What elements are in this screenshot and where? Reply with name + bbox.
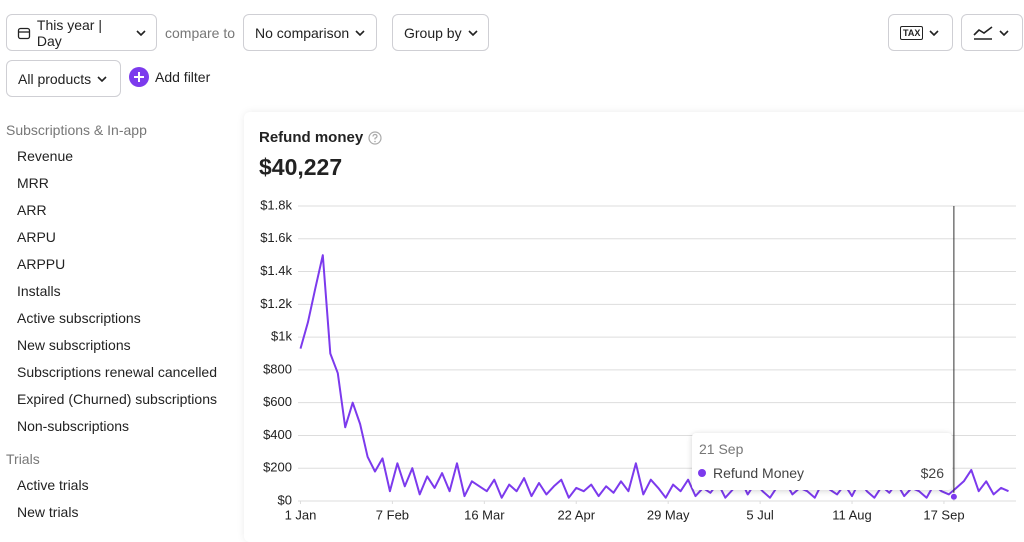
data-line — [299, 254, 1009, 499]
y-tick-label: $1.6k — [260, 230, 292, 245]
y-tick-label: $1.2k — [260, 296, 292, 311]
sidebar-item[interactable]: Non-subscriptions — [17, 418, 130, 434]
sidebar-item[interactable]: New subscriptions — [17, 337, 131, 353]
chart-total: $40,227 — [259, 154, 343, 180]
chart-title: Refund money — [259, 129, 364, 146]
y-tick-label: $600 — [263, 394, 292, 409]
y-tick-label: $200 — [263, 460, 292, 475]
x-tick-label: 1 Jan — [285, 507, 317, 522]
compare-label: compare to — [165, 25, 236, 41]
x-tick-label: 11 Aug — [832, 507, 872, 522]
page: This year | Day compare to No comparison… — [6, 14, 1023, 523]
sidebar-heading: Trials — [6, 451, 40, 467]
cursor-point — [949, 492, 958, 501]
x-tick-label: 29 May — [647, 507, 690, 522]
calendar-icon — [17, 27, 31, 39]
sidebar-item[interactable]: ARR — [17, 202, 47, 218]
group-by-button[interactable]: Group by — [392, 14, 489, 51]
chevron — [136, 29, 146, 36]
period-text: This year | Day — [36, 16, 102, 49]
sidebar-item[interactable]: Revenue — [17, 148, 74, 164]
y-tick-label: $1k — [271, 329, 292, 344]
y-tick-label: $1.8k — [260, 197, 292, 212]
add-filter-button[interactable]: Add filter — [129, 67, 210, 87]
chevron — [468, 29, 478, 36]
tooltip-dot — [698, 469, 706, 477]
sidebar-item[interactable]: Active subscriptions — [17, 310, 141, 326]
comparison-text: No comparison — [255, 24, 350, 41]
sidebar-item[interactable]: ARPU — [17, 229, 56, 245]
x-tick-label: 22 Apr — [557, 507, 595, 522]
x-tick-label: 16 Mar — [464, 507, 505, 522]
add-filter-text: Add filter — [155, 69, 211, 85]
sidebar-item[interactable]: Active trials — [17, 477, 89, 493]
chevron — [97, 75, 107, 82]
tooltip: 21 Sep Refund Money $26 — [692, 433, 952, 490]
plus-icon — [129, 67, 149, 87]
chevron — [929, 29, 939, 36]
comparison-button[interactable]: No comparison — [243, 14, 377, 51]
sidebar-item[interactable]: Subscriptions renewal cancelled — [17, 364, 217, 380]
sidebar-item[interactable]: Installs — [17, 283, 61, 299]
chart: $0 $200 $400 $600 $800 $1k $1.2k $1.4k $1.6k $1.8… — [260, 197, 1016, 522]
tooltip-value: $26 — [920, 465, 944, 481]
tax-icon: TAX — [900, 25, 924, 40]
help-icon — [368, 130, 382, 145]
tooltip-date: 21 Sep — [699, 441, 744, 457]
chart-title-row: Refund money — [259, 129, 382, 146]
chart-type-button[interactable] — [961, 14, 1023, 51]
y-tick-label: $800 — [263, 361, 292, 376]
x-tick-label: 17 Sep — [923, 507, 964, 522]
line-chart-icon — [973, 25, 993, 40]
y-tick-label: $400 — [263, 427, 292, 442]
sidebar-item[interactable]: MRR — [17, 175, 49, 191]
tax-button[interactable]: TAX — [888, 14, 953, 51]
y-tick-label: $1.4k — [260, 263, 292, 278]
sidebar-item[interactable]: Expired (Churned) subscriptions — [17, 391, 217, 407]
x-tick-label: 7 Feb — [376, 507, 409, 522]
products-button[interactable]: All products — [6, 60, 121, 97]
chevron — [355, 29, 365, 36]
sidebar-heading: Subscriptions & In-app — [6, 122, 147, 138]
group-by-text: Group by — [404, 24, 462, 41]
period-button[interactable]: This year | Day — [6, 14, 157, 51]
sidebar-item[interactable]: ARPPU — [17, 256, 66, 272]
y-tick-label: $0 — [278, 492, 292, 507]
sidebar-item[interactable]: New trials — [17, 504, 79, 520]
chevron — [999, 29, 1009, 36]
x-tick-label: 5 Jul — [746, 507, 774, 522]
products-text: All products — [18, 70, 92, 87]
tooltip-series: Refund Money — [713, 465, 805, 481]
